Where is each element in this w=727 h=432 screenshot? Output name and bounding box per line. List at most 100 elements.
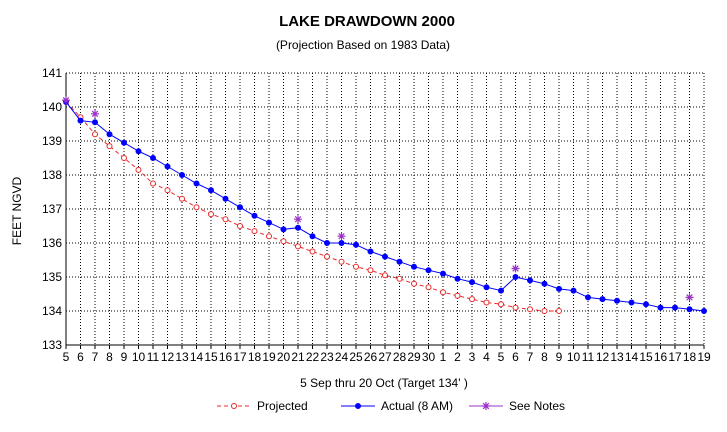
data-point-actual-8-am bbox=[135, 148, 142, 155]
note-marker bbox=[685, 293, 694, 302]
data-point-projected bbox=[208, 211, 214, 218]
data-point-actual-8-am bbox=[77, 117, 84, 124]
data-point-projected bbox=[237, 223, 243, 229]
x-tick-labels: 5 6 7 8 9 10 11 12 13 14 15 16 17 18 19 20 21 22 23 24 25 26 2… bbox=[63, 350, 711, 364]
chart-subtitle: (Projection Based on 1983 Data) bbox=[276, 38, 450, 52]
x-tick-label: 13 bbox=[175, 350, 189, 364]
x-tick-label: 9 bbox=[556, 350, 563, 364]
y-tick-label: 133 bbox=[42, 338, 62, 352]
x-tick-label: 18 bbox=[683, 350, 697, 364]
x-tick-label: 11 bbox=[147, 350, 160, 364]
series-see-notes bbox=[62, 96, 694, 302]
series-line-projected bbox=[65, 101, 559, 312]
data-point-actual-8-am bbox=[541, 280, 548, 287]
data-point-projected bbox=[367, 267, 374, 274]
y-tick-labels: 133 134 135 136 137 138 139 140 141 bbox=[42, 66, 62, 352]
data-point-actual-8-am bbox=[150, 155, 156, 161]
data-point-projected bbox=[222, 216, 229, 223]
y-tick-label: 136 bbox=[42, 236, 62, 250]
series-projected bbox=[63, 98, 562, 314]
y-tick-label: 138 bbox=[42, 168, 62, 182]
x-tick-label: 17 bbox=[233, 350, 247, 364]
data-point-actual-8-am bbox=[411, 263, 417, 270]
x-tick-label: 12 bbox=[596, 350, 610, 364]
x-tick-label: 18 bbox=[248, 350, 262, 364]
data-point-actual-8-am bbox=[454, 275, 461, 282]
legend-marker-see-notes bbox=[482, 402, 490, 410]
note-marker bbox=[294, 215, 302, 224]
data-point-actual-8-am bbox=[179, 172, 185, 178]
data-point-projected bbox=[164, 187, 171, 194]
data-point-actual-8-am bbox=[643, 301, 649, 308]
data-point-projected bbox=[150, 180, 156, 187]
x-tick-label: 19 bbox=[262, 350, 276, 364]
data-point-actual-8-am bbox=[599, 296, 606, 303]
x-tick-label: 27 bbox=[378, 350, 392, 364]
data-point-actual-8-am bbox=[266, 219, 272, 226]
data-point-projected bbox=[556, 308, 562, 314]
data-point-projected bbox=[512, 304, 519, 311]
note-marker bbox=[62, 96, 70, 105]
y-tick-label: 135 bbox=[42, 270, 62, 284]
x-tick-label: 22 bbox=[306, 350, 320, 364]
data-point-projected bbox=[425, 284, 432, 291]
data-point-projected bbox=[498, 301, 504, 308]
note-marker bbox=[91, 109, 99, 118]
data-point-actual-8-am bbox=[193, 180, 200, 187]
x-tick-label: 14 bbox=[625, 350, 639, 364]
y-tick-label: 140 bbox=[42, 100, 62, 114]
data-point-actual-8-am bbox=[121, 139, 127, 146]
data-point-actual-8-am bbox=[498, 287, 504, 294]
x-tick-label: 29 bbox=[407, 350, 421, 364]
data-point-projected bbox=[295, 243, 301, 250]
data-point-projected bbox=[135, 166, 142, 173]
data-point-actual-8-am bbox=[237, 204, 243, 211]
legend-item-see-notes: See Notes bbox=[469, 399, 565, 413]
x-tick-label: 10 bbox=[132, 350, 146, 364]
data-point-actual-8-am bbox=[512, 274, 519, 280]
x-tick-label: 7 bbox=[92, 350, 99, 364]
data-point-actual-8-am bbox=[280, 226, 287, 233]
x-tick-label: 13 bbox=[610, 350, 624, 364]
data-point-actual-8-am bbox=[686, 306, 693, 313]
legend-marker-actual-8-am bbox=[355, 403, 361, 409]
y-axis-label: FEET NGVD bbox=[10, 176, 24, 245]
y-tick-label: 134 bbox=[42, 304, 62, 318]
data-point-actual-8-am bbox=[295, 224, 301, 231]
data-point-actual-8-am bbox=[469, 279, 475, 286]
x-tick-label: 6 bbox=[512, 350, 519, 364]
x-tick-label: 14 bbox=[190, 350, 204, 364]
legend-label-see-notes: See Notes bbox=[509, 399, 565, 413]
x-tick-label: 10 bbox=[567, 350, 581, 364]
series-group bbox=[62, 96, 707, 314]
data-point-projected bbox=[382, 272, 388, 279]
data-point-projected bbox=[396, 275, 403, 282]
x-tick-label: 16 bbox=[219, 350, 233, 364]
data-point-projected bbox=[454, 292, 461, 299]
data-point-actual-8-am bbox=[324, 240, 330, 246]
data-point-actual-8-am bbox=[440, 270, 446, 277]
x-tick-label: 5 bbox=[498, 350, 505, 364]
x-tick-label: 25 bbox=[349, 350, 363, 364]
legend-label-projected: Projected bbox=[257, 399, 308, 413]
data-point-actual-8-am bbox=[483, 284, 490, 291]
data-point-projected bbox=[309, 248, 316, 255]
x-tick-label: 7 bbox=[527, 350, 534, 364]
x-tick-label: 3 bbox=[469, 350, 476, 364]
data-point-actual-8-am bbox=[527, 277, 533, 284]
x-tick-label: 12 bbox=[161, 350, 175, 364]
legend-marker-projected bbox=[231, 403, 237, 409]
data-point-actual-8-am bbox=[338, 240, 345, 246]
data-point-projected bbox=[266, 233, 272, 240]
x-tick-label: 8 bbox=[106, 350, 113, 364]
data-point-actual-8-am bbox=[556, 285, 562, 292]
x-tick-label: 24 bbox=[335, 350, 349, 364]
x-tick-label: 30 bbox=[422, 350, 436, 364]
x-tick-label: 1 bbox=[440, 350, 447, 364]
x-tick-label: 19 bbox=[697, 350, 711, 364]
x-tick-label: 11 bbox=[582, 350, 595, 364]
data-point-projected bbox=[179, 195, 185, 202]
x-tick-label: 21 bbox=[291, 350, 305, 364]
x-tick-label: 6 bbox=[77, 350, 84, 364]
x-tick-label: 4 bbox=[483, 350, 490, 364]
